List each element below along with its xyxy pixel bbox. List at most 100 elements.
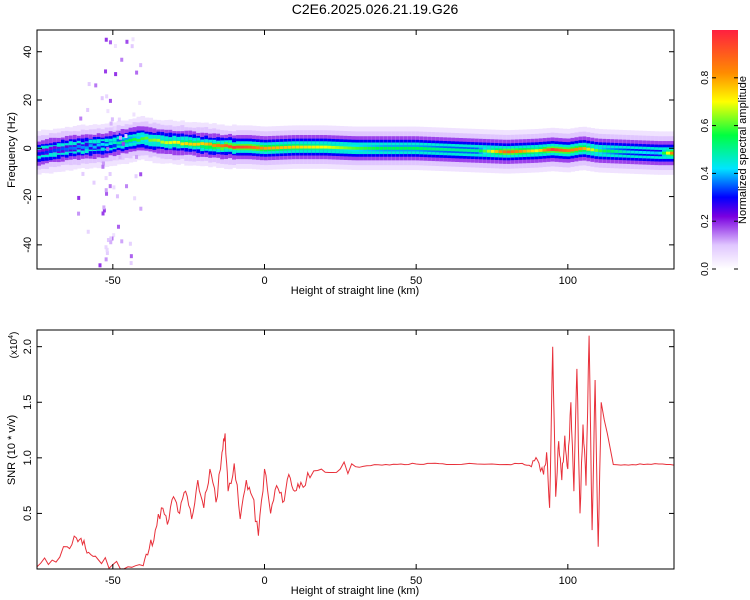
- spectrogram-cell: [363, 146, 369, 150]
- spectrogram-noise-cell: [105, 247, 109, 252]
- spectrogram-noise-cell: [129, 254, 133, 259]
- spectrogram-cell: [216, 144, 221, 147]
- spectrogram-cell: [562, 148, 568, 152]
- spectrogram-cell: [383, 146, 388, 150]
- y-tick-label: 20: [22, 94, 34, 106]
- snr-series-line: [37, 335, 674, 569]
- spectrogram-cell: [228, 145, 233, 149]
- spectrogram-noise-cell: [139, 206, 143, 211]
- spectrogram-cell: [172, 140, 177, 144]
- spectrogram-cell: [283, 146, 289, 149]
- spectrogram-cell: [482, 149, 488, 153]
- y-tick-label: -40: [22, 237, 34, 253]
- spectrogram-cell: [96, 143, 102, 147]
- spectrogram-noise-cell: [109, 121, 113, 126]
- snr-x-ticks: -50 0 50 100: [105, 330, 577, 587]
- spectrogram-cell: [100, 142, 106, 146]
- spectrogram-cell: [136, 138, 142, 142]
- spectrogram-cell: [586, 147, 591, 151]
- spectrogram-cell: [606, 149, 611, 153]
- spectrogram-cell: [116, 141, 122, 145]
- spectrogram-cell: [478, 149, 484, 153]
- spectrogram-noise-cell: [110, 117, 114, 122]
- spectrogram-cell: [124, 139, 130, 143]
- spectrogram-cell: [470, 149, 476, 152]
- spectrogram-noise-cell: [108, 172, 112, 177]
- spectrogram-cell: [646, 151, 651, 155]
- spectrogram-noise-cell: [81, 171, 85, 176]
- spectrogram-cell: [514, 150, 520, 153]
- snr-y-label: SNR (10 * v/v): [6, 415, 18, 485]
- spectrogram-cell: [582, 147, 588, 150]
- spectrogram-cell: [52, 148, 58, 152]
- spectrogram-cell: [371, 146, 377, 150]
- spectrogram-cell: [112, 141, 118, 148]
- spectrogram-cell: [486, 149, 492, 153]
- spectrogram-cell: [518, 149, 524, 153]
- spectrogram-noise-cell: [98, 263, 102, 268]
- y-tick-label: 1.5: [22, 395, 34, 410]
- spectrogram-cell: [554, 148, 560, 152]
- spectrogram-cell: [462, 148, 468, 152]
- spectrogram-cell: [355, 146, 361, 150]
- spectrogram-noise-cell: [106, 147, 110, 152]
- colorbar-tick-label: 0.6: [700, 118, 711, 132]
- spectrogram-cell: [439, 147, 444, 151]
- spectrogram-cell: [379, 146, 384, 150]
- spectrogram-cell: [594, 148, 599, 152]
- spectrogram-cell: [37, 152, 42, 156]
- spectrogram-cell: [48, 146, 54, 154]
- y-tick-label: -20: [22, 189, 34, 205]
- spectrogram-noise-cell: [134, 174, 138, 179]
- spectrogram-cell: [610, 149, 615, 153]
- spectrogram-noise-cell: [117, 117, 121, 122]
- spectrogram-noise-cell: [109, 236, 113, 241]
- spectrogram-cell: [240, 145, 245, 149]
- spectrogram-noise-cell: [109, 240, 113, 245]
- spectrogram-noise-cell: [104, 188, 108, 193]
- spectrogram-cell: [634, 150, 639, 154]
- spectrogram-cell: [263, 146, 269, 150]
- spectrogram-cell: [307, 145, 313, 149]
- spectrogram-cell: [275, 146, 281, 150]
- spectrogram-noise-cell: [79, 116, 83, 121]
- spectrogram-noise-cell: [115, 194, 119, 199]
- spectrogram-cell: [419, 147, 424, 150]
- spectrogram-y-label: Frequency (Hz): [6, 112, 18, 188]
- spectrogram-cell: [188, 142, 193, 146]
- spectrogram-noise-cell: [101, 211, 105, 216]
- spectrogram-noise-cell: [100, 96, 104, 101]
- spectrogram-noise-cell: [102, 205, 106, 210]
- colorbar-tick-label: 0.8: [700, 70, 711, 84]
- spectrogram-cell: [387, 146, 392, 150]
- spectrogram-heatmap: [37, 37, 674, 268]
- spectrogram-cell: [626, 150, 631, 154]
- spectrogram-cell: [570, 148, 576, 152]
- spectrogram-cell: [447, 148, 452, 152]
- spectrogram-cell: [542, 148, 548, 152]
- spectrogram-noise-cell: [133, 196, 137, 201]
- spectrogram-cell: [104, 143, 110, 147]
- spectrogram-cell: [279, 146, 285, 150]
- spectrogram-cell: [291, 145, 297, 149]
- spectrogram-cell: [343, 146, 349, 150]
- spectrogram-cell: [112, 141, 118, 145]
- spectrogram-cell: [132, 137, 138, 141]
- spectrogram-cell: [474, 149, 480, 153]
- spectrogram-noise-cell: [135, 154, 139, 159]
- spectrogram-cell: [466, 148, 472, 152]
- spectrogram-cell: [443, 147, 448, 151]
- spectrogram-noise-cell: [77, 211, 81, 216]
- spectrogram-cell: [140, 137, 146, 141]
- spectrogram-cell: [56, 148, 62, 152]
- spectrogram-noise-cell: [104, 257, 108, 262]
- spectrogram-cell: [208, 142, 213, 146]
- x-tick-label: -50: [105, 575, 121, 587]
- spectrogram-noise-cell: [139, 172, 143, 177]
- spectrogram-cell: [196, 142, 201, 146]
- spectrogram-noise-cell: [138, 100, 142, 105]
- spectrogram-noise-cell: [94, 83, 98, 88]
- spectrogram-cell: [423, 147, 428, 151]
- x-tick-label: 0: [261, 575, 267, 587]
